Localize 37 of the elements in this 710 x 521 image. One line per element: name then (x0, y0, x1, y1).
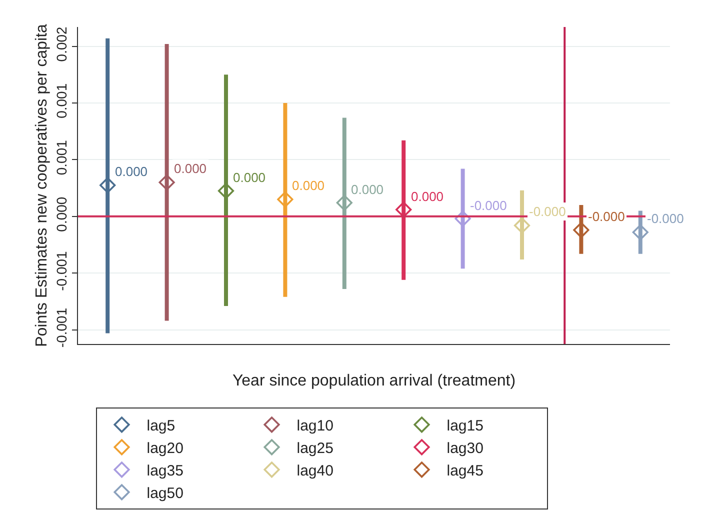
point (218, 182, 234, 199)
data-label: 0.000 (351, 182, 384, 197)
y-tick-label: 0.001 (53, 140, 70, 176)
data-label: 0.000 (115, 164, 148, 179)
y-tick-label: -0.001 (53, 250, 70, 291)
point (632, 224, 648, 240)
point (573, 222, 590, 238)
data-label: 0.000 (233, 170, 266, 185)
y-tick-label: 0.001 (53, 83, 70, 118)
legend-label: lag25 (296, 440, 334, 457)
legend-label: lag15 (446, 418, 484, 434)
legend-label: lag5 (146, 418, 176, 434)
point (277, 191, 294, 208)
x-axis-title: Year since population arrival (treatment) (232, 372, 516, 390)
data-label: 0.000 (174, 161, 207, 176)
y-tick-label: 0.002 (53, 26, 70, 62)
legend-label: lag50 (146, 485, 184, 502)
data-label: 0.000 (292, 178, 325, 193)
legend-label: lag30 (446, 440, 484, 457)
legend-label: lag10 (296, 418, 334, 434)
legend-label: lag45 (446, 462, 484, 480)
legend-label: lag40 (296, 462, 334, 480)
y-axis-title: Points Estimates new cooperatives per capita (33, 24, 50, 347)
point (454, 210, 471, 227)
point (514, 217, 530, 234)
data-label: -0.000 (529, 204, 566, 219)
point (100, 177, 116, 194)
legend-label: lag35 (146, 462, 184, 480)
legend-label: lag20 (146, 440, 184, 457)
point (336, 194, 352, 211)
data-label: -0.000 (647, 211, 684, 226)
y-tick-label: -0.001 (53, 308, 70, 348)
y-tick-label: 0.000 (53, 196, 70, 232)
data-label: -0.000 (470, 198, 507, 213)
data-label: -0.000 (588, 209, 625, 224)
point (158, 174, 175, 190)
data-label: 0.000 (411, 189, 444, 204)
